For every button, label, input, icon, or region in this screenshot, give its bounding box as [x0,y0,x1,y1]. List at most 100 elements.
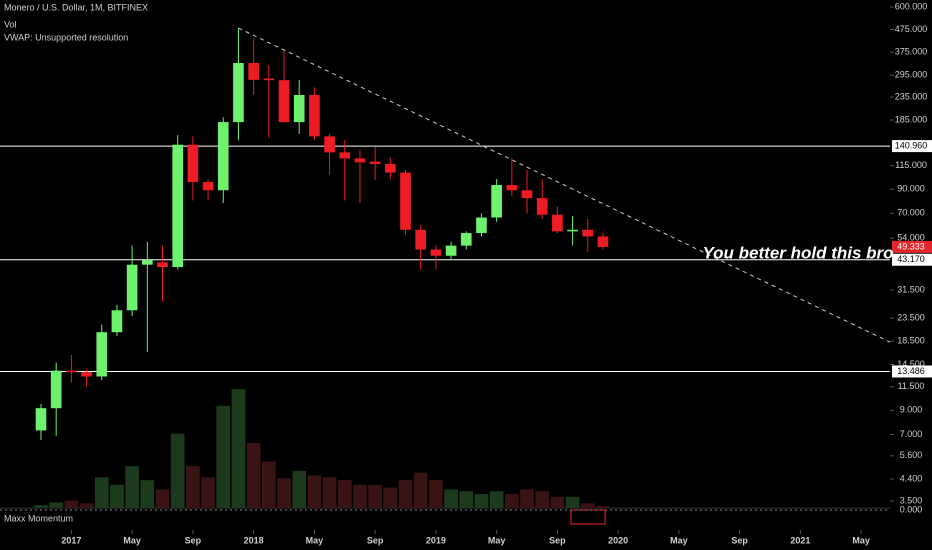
volume-bar [444,489,458,508]
volume-bar [201,477,215,508]
volume-bar [413,472,428,508]
momentum-label: Maxx Momentum [4,513,73,523]
candle-body [50,370,62,409]
candle-body [66,370,77,373]
candle-body [369,161,381,164]
volume-bar [170,433,185,508]
volume-bar [110,484,124,508]
x-tick-label: May [670,535,688,545]
y-tick-label: 18.500 [897,335,925,345]
volume-bar [231,389,246,508]
candle-body [445,245,457,256]
y-tick-label: 115.000 [895,160,927,170]
volume-bar [155,489,170,508]
y-tick-label: 375.000 [895,47,928,57]
candle-body [506,185,518,191]
candle-body [354,158,366,163]
volume-bar [580,503,595,508]
candle-body [111,310,123,333]
x-tick-label: 2021 [790,535,810,545]
volume-bar [34,505,48,508]
x-tick-label: 2018 [244,535,264,545]
candle-body [552,214,563,232]
x-tick-label: 2019 [426,535,446,545]
candle-body [187,144,199,182]
y-tick-label: 475.000 [895,24,928,34]
indicator-label: VWAP: Unsupported resolution [4,32,128,42]
candle-body [157,262,168,268]
level-label-box [892,140,932,153]
volume-bar [292,470,307,508]
y-tick-label: 5.600 [900,450,923,460]
candle-body [582,229,594,237]
candle-body [293,94,305,123]
volume-bar [596,506,610,508]
candle-body [415,229,427,250]
y-tick-label: 600.000 [895,1,928,11]
volume-bar [49,502,64,508]
momentum-tick-label: 0.000 [900,504,923,514]
chart-title: Monero / U.S. Dollar, 1M, BITFINEX [4,2,148,12]
volume-bar [504,494,519,508]
trendline [238,27,891,343]
volume-bar [383,487,398,508]
y-tick-label: 90.000 [897,184,925,194]
y-tick-label: 11.500 [898,381,925,391]
volume-bar [64,500,79,508]
volume-bar [353,484,367,508]
y-tick-label: 31.500 [897,284,925,294]
level-label-box [892,253,932,266]
volume-bar [125,466,139,508]
y-tick-label: 295.000 [895,70,928,80]
volume-bar [322,477,337,508]
volume-bar [398,480,413,508]
x-tick-label: May [123,535,141,545]
candle-body [567,229,578,232]
candle-body [278,80,290,123]
volume-bar [79,503,94,508]
volume-bar [520,489,534,508]
candle-body [142,260,153,265]
y-tick-label: 23.500 [897,313,925,323]
last-price-box [892,240,932,253]
y-tick-label: 4.400 [900,473,923,483]
y-tick-label: 235.000 [895,91,928,101]
indicator-label: Vol [4,19,17,29]
momentum-box [570,509,606,525]
volume-bar [565,496,580,508]
candle-body [233,62,244,123]
y-tick-label: 70.000 [897,208,925,218]
volume-bar [535,491,550,508]
candle-body [385,163,396,173]
candle-body [491,185,502,218]
volume-bar [246,443,261,508]
candle-body [81,372,92,377]
volume-bar [140,480,155,508]
y-tick-label: 54.000 [897,233,925,243]
volume-bar [261,461,276,508]
candle-body [172,144,184,268]
volume-bar [459,491,474,508]
y-tick-label: 7.000 [900,429,923,439]
volume-bar [474,494,489,508]
candle-body [35,408,47,431]
candle-body [339,152,351,159]
x-tick-label: 2017 [61,535,81,545]
x-tick-label: Sep [367,535,384,545]
candle-body [202,181,214,191]
level-label: 13.486 [897,366,925,376]
y-tick-label: 14.500 [897,359,925,369]
annotation: You better hold this bro [702,243,893,262]
last-price-label: 49.333 [897,241,925,251]
level-label-box [892,365,932,378]
volume-bar [550,496,565,508]
candle-body [476,217,487,234]
candle-body [536,198,548,215]
candle-body [248,62,259,80]
candle-body [460,233,472,246]
candle-body [400,172,411,230]
y-tick-label: 185.000 [895,114,928,124]
x-tick-label: Sep [185,535,202,545]
